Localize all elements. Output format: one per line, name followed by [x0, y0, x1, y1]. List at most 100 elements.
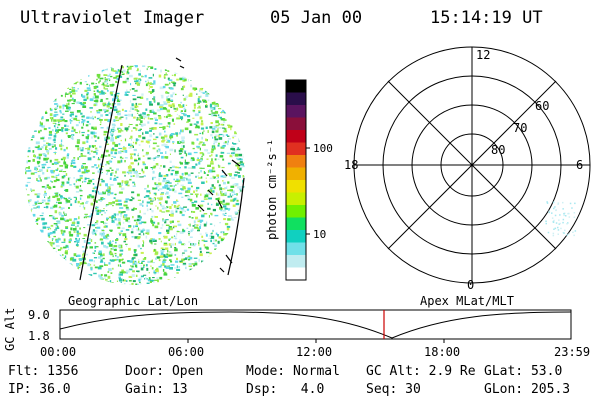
intensity-speck — [100, 156, 105, 158]
intensity-speck — [205, 232, 208, 234]
polar-intensity-speck — [564, 229, 566, 232]
intensity-speck — [229, 173, 232, 177]
intensity-speck — [217, 135, 221, 137]
intensity-speck — [173, 205, 176, 208]
intensity-speck — [159, 86, 164, 90]
intensity-speck — [147, 232, 150, 235]
intensity-speck — [44, 154, 47, 157]
intensity-speck — [158, 174, 163, 178]
intensity-speck — [88, 145, 91, 148]
intensity-speck — [134, 159, 138, 162]
intensity-speck — [54, 133, 57, 135]
intensity-speck — [47, 185, 51, 188]
intensity-speck — [118, 259, 121, 263]
intensity-speck — [179, 210, 183, 214]
intensity-speck — [81, 115, 83, 118]
intensity-speck — [139, 277, 142, 280]
intensity-speck — [159, 255, 163, 258]
intensity-speck — [38, 153, 42, 157]
intensity-speck — [177, 141, 181, 144]
intensity-speck — [193, 244, 196, 247]
intensity-speck — [116, 176, 119, 179]
intensity-speck — [119, 233, 121, 236]
intensity-speck — [181, 209, 185, 212]
intensity-speck — [99, 232, 104, 236]
intensity-speck — [105, 98, 109, 100]
intensity-speck — [90, 150, 93, 153]
intensity-speck — [136, 83, 140, 86]
intensity-speck — [187, 178, 191, 182]
intensity-speck — [183, 98, 186, 101]
intensity-speck — [175, 207, 179, 210]
intensity-speck — [137, 199, 141, 201]
intensity-speck — [176, 107, 179, 111]
intensity-speck — [83, 252, 86, 256]
intensity-speck — [204, 246, 209, 249]
polar-intensity-speck — [568, 232, 570, 235]
intensity-speck — [80, 102, 83, 106]
intensity-speck — [169, 259, 172, 261]
intensity-speck — [156, 197, 160, 199]
intensity-speck — [205, 100, 208, 103]
intensity-speck — [181, 253, 183, 257]
intensity-speck — [174, 110, 177, 112]
intensity-speck — [174, 242, 176, 246]
intensity-speck — [112, 240, 114, 242]
intensity-speck — [58, 193, 61, 196]
intensity-speck — [95, 83, 97, 85]
intensity-speck — [180, 156, 184, 159]
intensity-speck — [55, 238, 58, 242]
intensity-speck — [218, 236, 222, 239]
timeline-left-title: Geographic Lat/Lon — [68, 294, 198, 308]
intensity-speck — [87, 157, 92, 161]
intensity-speck — [106, 83, 109, 85]
intensity-speck — [76, 265, 79, 267]
intensity-speck — [68, 239, 72, 242]
intensity-speck — [95, 227, 98, 229]
polar-intensity-speck — [553, 228, 555, 230]
intensity-speck — [171, 118, 174, 122]
intensity-speck — [33, 207, 37, 209]
intensity-speck — [137, 162, 140, 166]
intensity-speck — [176, 200, 179, 202]
intensity-speck — [167, 70, 170, 72]
intensity-speck — [184, 151, 186, 154]
intensity-speck — [219, 222, 221, 224]
intensity-speck — [131, 257, 134, 261]
intensity-speck — [206, 139, 208, 142]
intensity-speck — [177, 179, 181, 183]
intensity-speck — [29, 209, 32, 213]
intensity-speck — [78, 264, 81, 267]
intensity-speck — [114, 175, 116, 177]
intensity-speck — [104, 212, 106, 214]
intensity-speck — [38, 174, 41, 178]
intensity-speck — [199, 210, 202, 212]
intensity-speck — [211, 184, 214, 187]
intensity-speck — [176, 199, 178, 202]
intensity-speck — [54, 158, 59, 161]
intensity-speck — [128, 226, 131, 228]
intensity-speck — [120, 187, 125, 190]
intensity-speck — [156, 145, 160, 147]
intensity-speck — [213, 140, 218, 144]
intensity-speck — [77, 157, 79, 160]
intensity-speck — [37, 205, 40, 209]
intensity-speck — [133, 65, 136, 66]
intensity-speck — [58, 249, 60, 251]
intensity-speck — [44, 186, 47, 190]
intensity-speck — [185, 257, 188, 259]
intensity-speck — [52, 247, 56, 249]
intensity-speck — [110, 75, 113, 78]
intensity-speck — [190, 193, 194, 195]
intensity-speck — [199, 88, 203, 91]
colorbar-cell — [286, 205, 306, 218]
intensity-speck — [47, 143, 51, 146]
intensity-speck — [81, 164, 84, 168]
intensity-speck — [158, 132, 162, 136]
intensity-speck — [103, 245, 106, 247]
intensity-speck — [139, 128, 142, 130]
intensity-speck — [55, 174, 60, 176]
intensity-speck — [197, 218, 200, 221]
polar-intensity-speck — [551, 217, 554, 219]
intensity-speck — [62, 254, 64, 256]
